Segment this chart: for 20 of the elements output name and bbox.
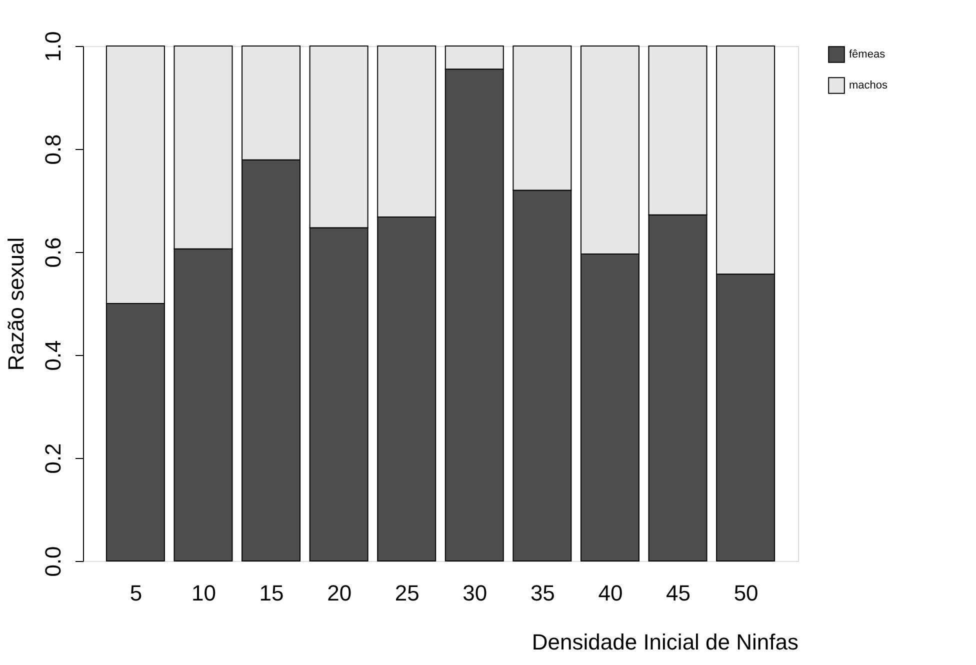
x-tick-label: 45 [666, 580, 690, 606]
y-axis-title: Razão sexual [4, 237, 28, 371]
x-tick-label: 20 [327, 580, 352, 606]
x-tick-label: 50 [734, 580, 758, 606]
y-tick-label: 0.0 [40, 546, 66, 577]
x-tick-label: 25 [394, 580, 420, 606]
x-tick-label: 5 [130, 580, 142, 606]
y-tick-label: 0.2 [40, 443, 66, 474]
y-tick-label: 0.6 [40, 237, 66, 268]
y-tick-label: 0.8 [40, 134, 66, 165]
legend-label: machos [849, 80, 888, 92]
y-tick-label: 1.0 [40, 31, 66, 62]
x-tick-label: 30 [462, 580, 488, 606]
x-tick-label: 15 [259, 580, 284, 606]
y-tick-label: 0.4 [40, 340, 66, 371]
x-tick-label: 35 [530, 580, 555, 606]
x-tick-label: 10 [192, 580, 216, 606]
legend-label: fêmeas [849, 48, 886, 60]
x-axis-title: Densidade Inicial de Ninfas [532, 630, 798, 654]
x-tick-label: 40 [598, 580, 623, 606]
